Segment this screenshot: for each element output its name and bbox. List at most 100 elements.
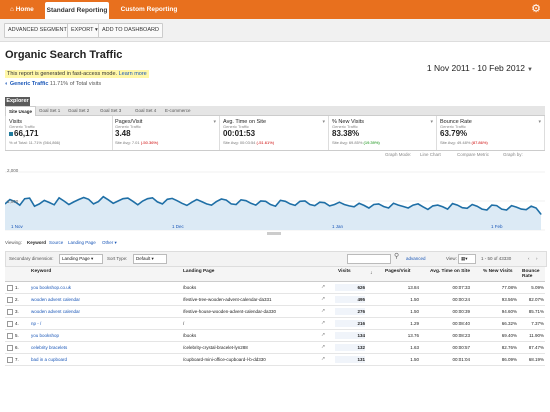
external-link-icon[interactable]: ↗ [321, 344, 326, 350]
nav-custom-reporting[interactable]: Custom Reporting [120, 6, 178, 13]
data-point[interactable] [476, 205, 478, 207]
metric-new-visits[interactable]: % New Visits Generic Traffic 83.38% Site… [329, 116, 437, 150]
metric-avg-time[interactable]: Avg. Time on Site Generic Traffic 00:01:… [220, 116, 329, 150]
row-checkbox[interactable] [7, 320, 13, 327]
col-keyword[interactable]: Keyword [31, 269, 52, 274]
data-point[interactable] [324, 202, 326, 204]
keyword-link[interactable]: wooden advent calendar [31, 297, 81, 302]
data-point[interactable] [211, 204, 212, 206]
subtab-goal-set-4[interactable]: Goal Set 4 [135, 108, 157, 113]
data-point[interactable] [142, 200, 144, 202]
data-point[interactable] [255, 204, 257, 206]
data-point[interactable] [265, 200, 267, 202]
data-point[interactable] [520, 208, 522, 210]
secondary-dimension-select[interactable]: Landing Page ▾ [59, 254, 103, 264]
data-point[interactable] [117, 200, 119, 202]
sort-type-select[interactable]: Default ▾ [133, 254, 167, 264]
view-toggle[interactable]: ▦▾ [458, 254, 476, 264]
data-point[interactable] [407, 207, 409, 209]
data-point[interactable] [63, 200, 65, 202]
data-point[interactable] [83, 197, 85, 198]
data-point[interactable] [29, 197, 31, 199]
compare-metric-option[interactable]: Compare Metric [457, 152, 490, 157]
data-point[interactable] [279, 199, 281, 201]
data-point[interactable] [481, 208, 483, 210]
data-point[interactable] [402, 206, 404, 207]
data-point[interactable] [422, 206, 424, 208]
metric-pages-per-visit[interactable]: Pages/Visit Generic Traffic 3.48 Site Av… [112, 116, 220, 150]
data-point[interactable] [275, 205, 276, 207]
viewing-landing-page[interactable]: Landing Page [68, 240, 96, 245]
data-point[interactable] [329, 205, 331, 207]
data-point[interactable] [530, 205, 532, 207]
row-checkbox[interactable] [7, 356, 13, 363]
data-point[interactable] [152, 197, 153, 199]
col-avg-time[interactable]: Avg. Time on Site [430, 269, 470, 274]
data-point[interactable] [14, 201, 16, 203]
data-point[interactable] [186, 204, 188, 206]
chevron-down-icon[interactable]: ▾ [322, 119, 325, 125]
data-point[interactable] [299, 200, 301, 202]
col-landing-page[interactable]: Landing Page [183, 269, 215, 274]
data-point[interactable] [437, 204, 439, 206]
row-checkbox[interactable] [7, 296, 13, 303]
row-checkbox[interactable] [7, 308, 13, 315]
data-point[interactable] [235, 204, 237, 205]
data-point[interactable] [225, 199, 227, 201]
data-point[interactable] [68, 204, 70, 205]
data-point[interactable] [486, 209, 488, 211]
data-point[interactable] [348, 205, 350, 207]
gear-icon[interactable]: ⚙ [531, 3, 541, 15]
data-point[interactable] [368, 207, 370, 209]
data-point[interactable] [38, 203, 40, 205]
data-point[interactable] [343, 204, 345, 205]
data-point[interactable] [309, 204, 311, 205]
data-point[interactable] [43, 199, 45, 201]
next-page-icon[interactable]: › [536, 256, 538, 261]
subtab-goal-set-3[interactable]: Goal Set 3 [100, 108, 122, 113]
data-point[interactable] [466, 207, 468, 209]
col-pages-per-visit[interactable]: Pages/Visit [385, 269, 411, 274]
data-point[interactable] [137, 204, 139, 206]
data-point[interactable] [525, 209, 527, 211]
data-point[interactable] [58, 197, 60, 199]
data-point[interactable] [78, 199, 80, 200]
subtab-goal-set-1[interactable]: Goal Set 1 [39, 108, 61, 113]
keyword-link[interactable]: you bookshop [31, 333, 60, 338]
chevron-down-icon[interactable]: ▾ [213, 119, 216, 125]
data-point[interactable] [388, 207, 390, 209]
keyword-link[interactable]: wooden advent calendar [31, 309, 81, 314]
data-point[interactable] [511, 205, 512, 207]
keyword-link[interactable]: you bookshop.co.uk [31, 285, 72, 290]
col-bounce-rate[interactable]: Bounce Rate [522, 269, 540, 279]
data-point[interactable] [501, 208, 503, 210]
metric-visits[interactable]: Visits Generic Traffic 66,171 % of Total… [5, 116, 113, 150]
data-point[interactable] [412, 204, 414, 206]
data-point[interactable] [102, 196, 104, 198]
subtab-goal-set-2[interactable]: Goal Set 2 [68, 108, 90, 113]
data-point[interactable] [378, 203, 380, 205]
prev-page-icon[interactable]: ‹ [528, 256, 530, 261]
date-range-picker[interactable]: 1 Nov 2011 - 10 Feb 2012 ▼ [427, 63, 533, 73]
add-to-dashboard-button[interactable]: ADD TO DASHBOARD [98, 23, 163, 38]
data-point[interactable] [97, 201, 99, 203]
subtab-ecommerce[interactable]: E-commerce [165, 108, 191, 113]
data-point[interactable] [122, 198, 124, 200]
data-point[interactable] [34, 205, 35, 207]
external-link-icon[interactable]: ↗ [321, 332, 326, 338]
graph-by-label[interactable]: Graph by: [503, 152, 523, 157]
data-point[interactable] [166, 198, 168, 200]
line-chart-option[interactable]: Line Chart [420, 152, 441, 157]
data-point[interactable] [93, 203, 94, 205]
data-point[interactable] [176, 200, 178, 202]
data-point[interactable] [383, 206, 385, 207]
data-point[interactable] [294, 204, 296, 206]
data-point[interactable] [452, 203, 453, 205]
data-point[interactable] [304, 200, 306, 202]
data-point[interactable] [260, 200, 262, 202]
external-link-icon[interactable]: ↗ [321, 320, 326, 326]
viewing-keyword[interactable]: Keyword [27, 240, 47, 245]
data-point[interactable] [171, 197, 173, 199]
chevron-down-icon[interactable]: ▾ [430, 119, 433, 125]
metric-bounce-rate[interactable]: Bounce Rate Generic Traffic 63.79% Site … [437, 116, 545, 150]
